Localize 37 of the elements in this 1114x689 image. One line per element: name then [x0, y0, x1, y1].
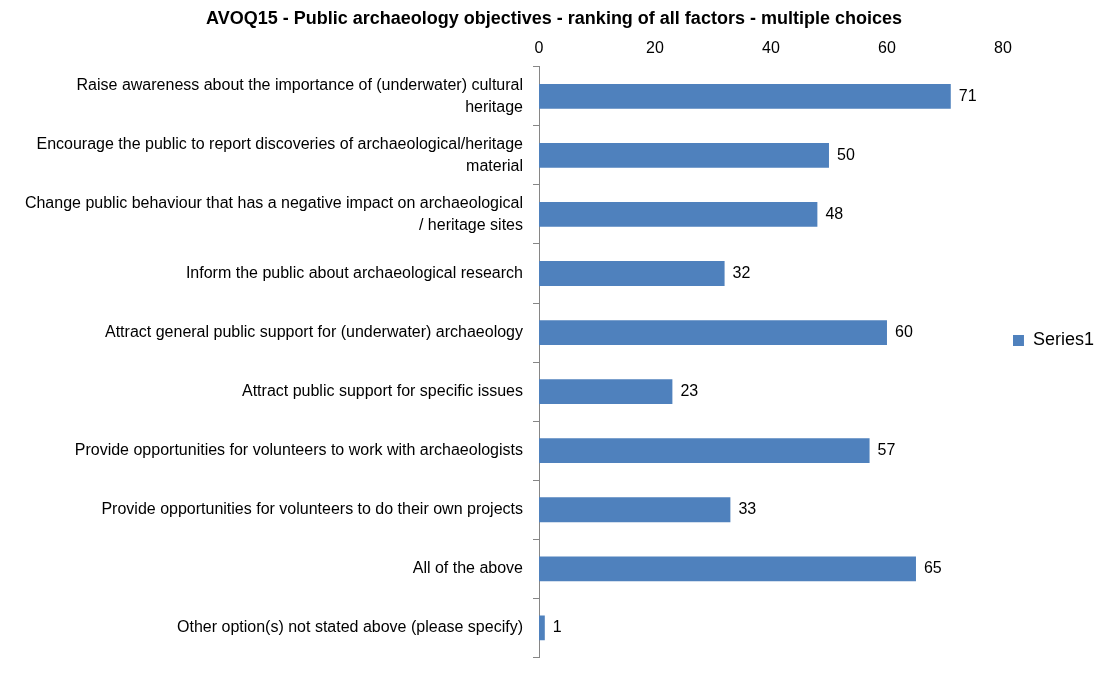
x-tick-label: 0: [534, 38, 544, 56]
bar: [539, 438, 870, 464]
data-label: 60: [894, 322, 913, 340]
bar: [539, 320, 887, 345]
bar: [539, 556, 916, 582]
y-tick-label: Raise awareness about the importance of (underwater) cultural heritage: [76, 75, 524, 115]
bar: [539, 261, 725, 286]
data-label: 50: [836, 145, 855, 163]
x-tick-label: 80: [994, 38, 1012, 56]
x-tick-label: 20: [646, 38, 664, 56]
data-label: 32: [732, 263, 751, 281]
y-tick-label: Attract public support for specific issues: [241, 382, 523, 400]
data-label: 1: [552, 618, 562, 636]
bar: [539, 202, 818, 227]
y-tick-label: Other option(s) not stated above (please specify): [177, 618, 523, 636]
x-tick-label: 40: [762, 38, 780, 56]
data-label: 48: [825, 204, 844, 222]
bar: [539, 83, 951, 109]
y-tick-label: Encourage the public to report discoveries of archaeological/heritage material: [36, 135, 524, 174]
data-label: 65: [923, 559, 942, 577]
data-label: 71: [958, 86, 977, 104]
data-label: 33: [738, 500, 757, 518]
bar: [539, 142, 829, 168]
bar: [539, 379, 673, 405]
y-tick-label: Inform the public about archaeological research: [185, 263, 523, 281]
bar: [539, 497, 731, 523]
y-tick-label: Change public behaviour that has a negative impact on archaeological / heritage sites: [24, 194, 523, 233]
legend-label: Series1: [1032, 329, 1094, 350]
chart-title: AVOQ15 - Public archaeology objectives - ranking of all factors - multiple choices: [206, 7, 902, 28]
bar: [539, 615, 545, 641]
y-tick-label: Attract general public support for (underwater) archaeology: [105, 322, 523, 340]
x-tick-label: 60: [878, 38, 896, 56]
y-tick-label: Provide opportunities for volunteers to do their own projects: [101, 500, 523, 518]
y-tick-label: Provide opportunities for volunteers to work with archaeologists: [74, 441, 523, 459]
data-label: 23: [680, 382, 699, 400]
y-tick-label: All of the above: [412, 559, 524, 577]
data-label: 57: [877, 441, 896, 459]
